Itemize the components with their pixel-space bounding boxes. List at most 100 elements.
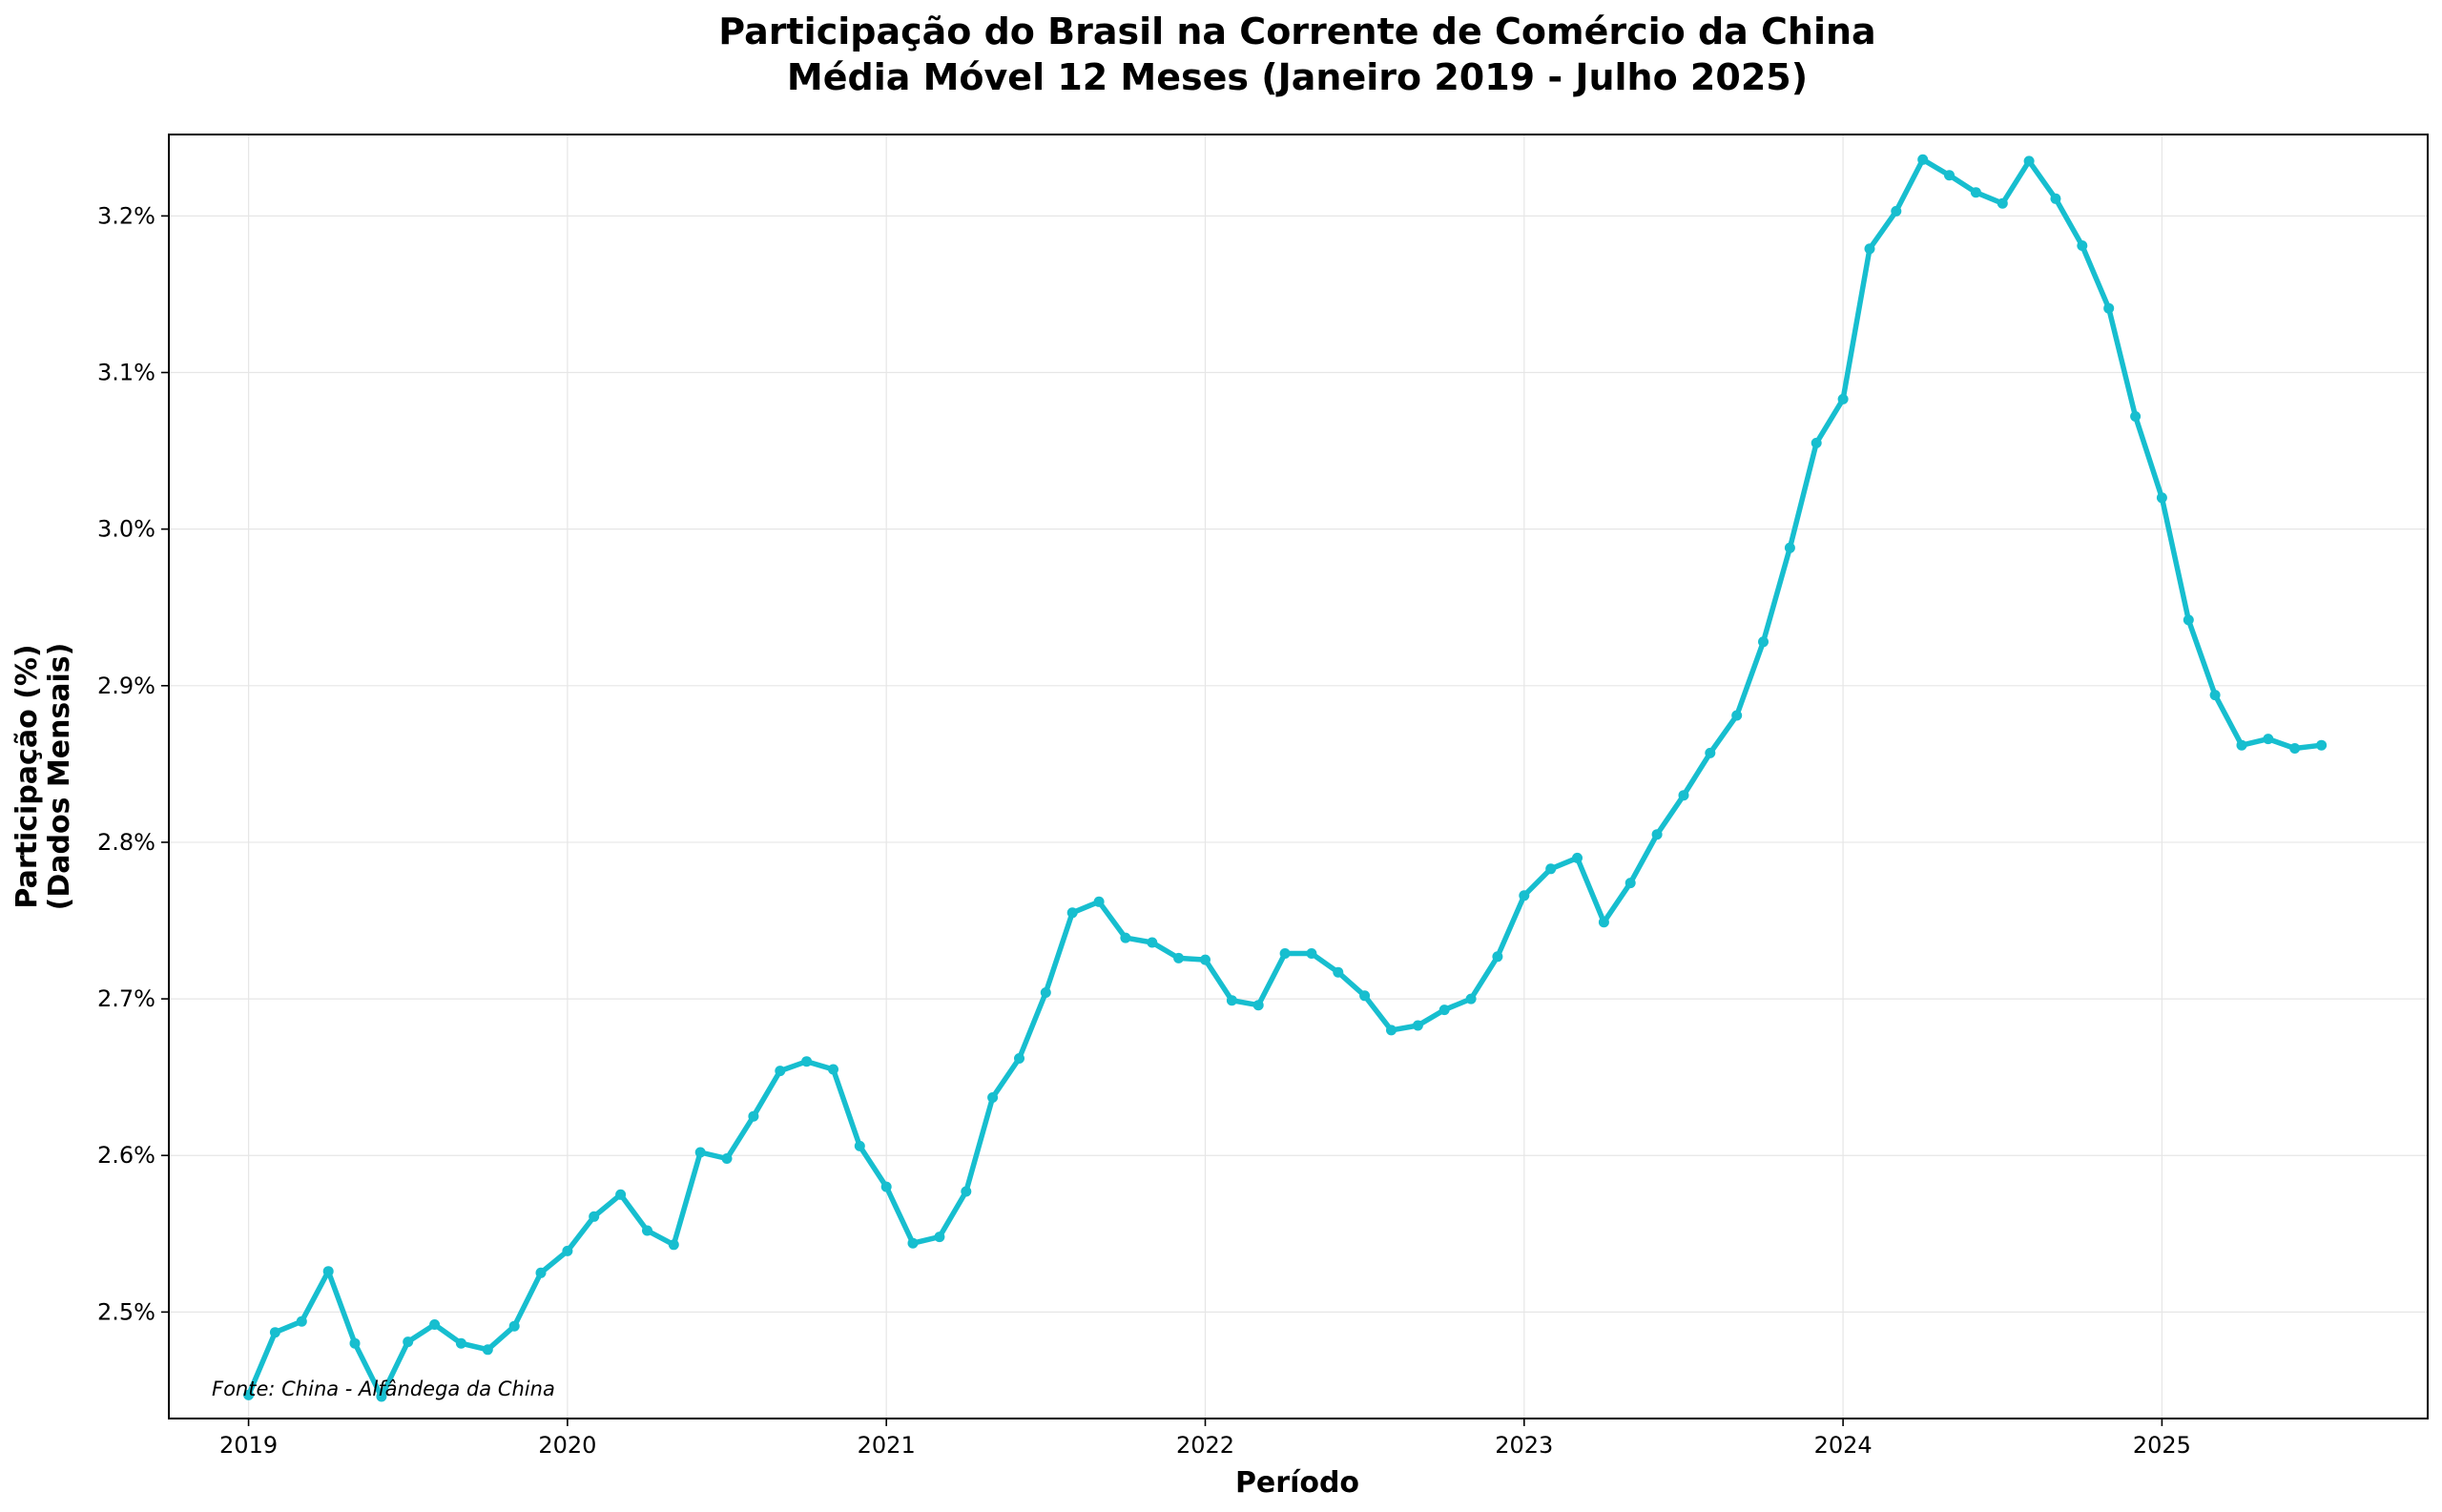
y-tick-label: 2.5% (97, 1298, 155, 1325)
x-tick-label: 2023 (1495, 1432, 1553, 1459)
data-point (562, 1245, 573, 1256)
y-tick-label: 3.1% (97, 360, 155, 386)
data-point (1333, 966, 1344, 978)
data-point (721, 1153, 733, 1164)
data-point (589, 1211, 600, 1222)
data-point (1093, 896, 1105, 907)
data-point (1572, 852, 1583, 863)
data-point (1837, 393, 1849, 404)
y-tick-label: 2.8% (97, 829, 155, 856)
data-point (668, 1239, 679, 1251)
data-point (2023, 155, 2035, 167)
data-point (1200, 954, 1211, 965)
data-point (1970, 187, 1981, 198)
data-point (403, 1336, 414, 1348)
data-point (1386, 1025, 1397, 1036)
x-tick-label: 2024 (1814, 1432, 1873, 1459)
data-point (2183, 614, 2194, 626)
data-point (455, 1337, 466, 1349)
source-note: Fonte: China - Alfândega da China (212, 1377, 555, 1400)
data-point (1492, 951, 1503, 963)
data-point (748, 1110, 759, 1122)
data-point (828, 1064, 838, 1075)
data-point (243, 1389, 255, 1400)
data-point (907, 1237, 919, 1249)
y-tick-label: 2.7% (97, 985, 155, 1012)
data-point (1252, 1000, 1264, 1011)
data-point (1306, 948, 1317, 959)
data-point (2156, 492, 2167, 504)
y-axis-label-line1: Participação (%) (10, 644, 44, 908)
data-point (1944, 170, 1955, 181)
data-point (934, 1232, 945, 1243)
data-point (2263, 734, 2274, 745)
data-point (2103, 302, 2115, 314)
x-axis-ticks: 2019 2020 2021 2022 2023 2024 2025 (219, 1419, 2191, 1459)
data-point (1545, 863, 1557, 875)
data-point (322, 1266, 334, 1277)
data-point (2077, 240, 2088, 251)
chart-subtitle: Média Móvel 12 Meses (Janeiro 2019 - Jul… (787, 56, 1808, 98)
data-point (987, 1092, 999, 1103)
x-tick-label: 2020 (538, 1432, 596, 1459)
data-point (429, 1319, 441, 1330)
data-point (1731, 710, 1743, 721)
data-point (1784, 542, 1795, 553)
data-point (1279, 948, 1291, 959)
data-point (1651, 829, 1663, 840)
data-point (1997, 197, 2008, 209)
data-point (1598, 917, 1609, 928)
y-tick-label: 2.9% (97, 673, 155, 699)
data-point (1438, 1005, 1450, 1016)
data-point (880, 1181, 892, 1192)
data-point (961, 1186, 972, 1197)
data-point (2130, 411, 2142, 422)
data-point (694, 1147, 706, 1158)
data-point (1359, 990, 1371, 1002)
y-tick-label: 3.0% (97, 516, 155, 543)
data-point (801, 1056, 813, 1067)
chart-title: Participação do Brasil na Corrente de Co… (718, 10, 1875, 52)
data-point (349, 1337, 361, 1349)
data-point (642, 1225, 652, 1236)
data-point (1226, 995, 1237, 1006)
data-point (615, 1189, 627, 1200)
data-point (508, 1320, 520, 1332)
x-tick-label: 2019 (219, 1432, 278, 1459)
data-point (1519, 890, 1530, 901)
data-point (1678, 790, 1689, 801)
data-point (775, 1066, 786, 1077)
data-point (269, 1327, 280, 1338)
data-point (2050, 193, 2061, 204)
data-point (1917, 154, 1929, 165)
y-axis-label-line2: (Dados Mensais) (43, 643, 76, 911)
y-axis-ticks: 2.5% 2.6% 2.7% 2.8% 2.9% 3.0% 3.1% 3.2% (97, 202, 169, 1325)
data-point (482, 1344, 493, 1356)
data-point (1758, 636, 1769, 648)
y-tick-label: 2.6% (97, 1142, 155, 1169)
data-point (1040, 987, 1051, 998)
gridlines (169, 135, 2428, 1419)
data-point (1014, 1053, 1024, 1064)
data-point (1147, 937, 1158, 948)
data-point (1625, 878, 1636, 889)
data-point (1120, 932, 1131, 943)
data-point (1864, 243, 1875, 255)
plot-frame (168, 134, 2429, 1419)
data-point (376, 1391, 387, 1402)
data-point (296, 1315, 307, 1327)
data-point (854, 1140, 865, 1151)
data-point (535, 1267, 547, 1278)
data-point (2236, 739, 2247, 751)
data-point (1173, 952, 1185, 963)
data-point (1891, 205, 1902, 217)
data-point (1412, 1020, 1423, 1031)
data-point (2316, 739, 2328, 751)
y-tick-label: 3.2% (97, 202, 155, 229)
x-tick-label: 2022 (1176, 1432, 1234, 1459)
data-point (1705, 747, 1716, 758)
data-point (1066, 907, 1078, 919)
series-line-layer (245, 156, 2325, 1399)
x-tick-label: 2021 (858, 1432, 916, 1459)
